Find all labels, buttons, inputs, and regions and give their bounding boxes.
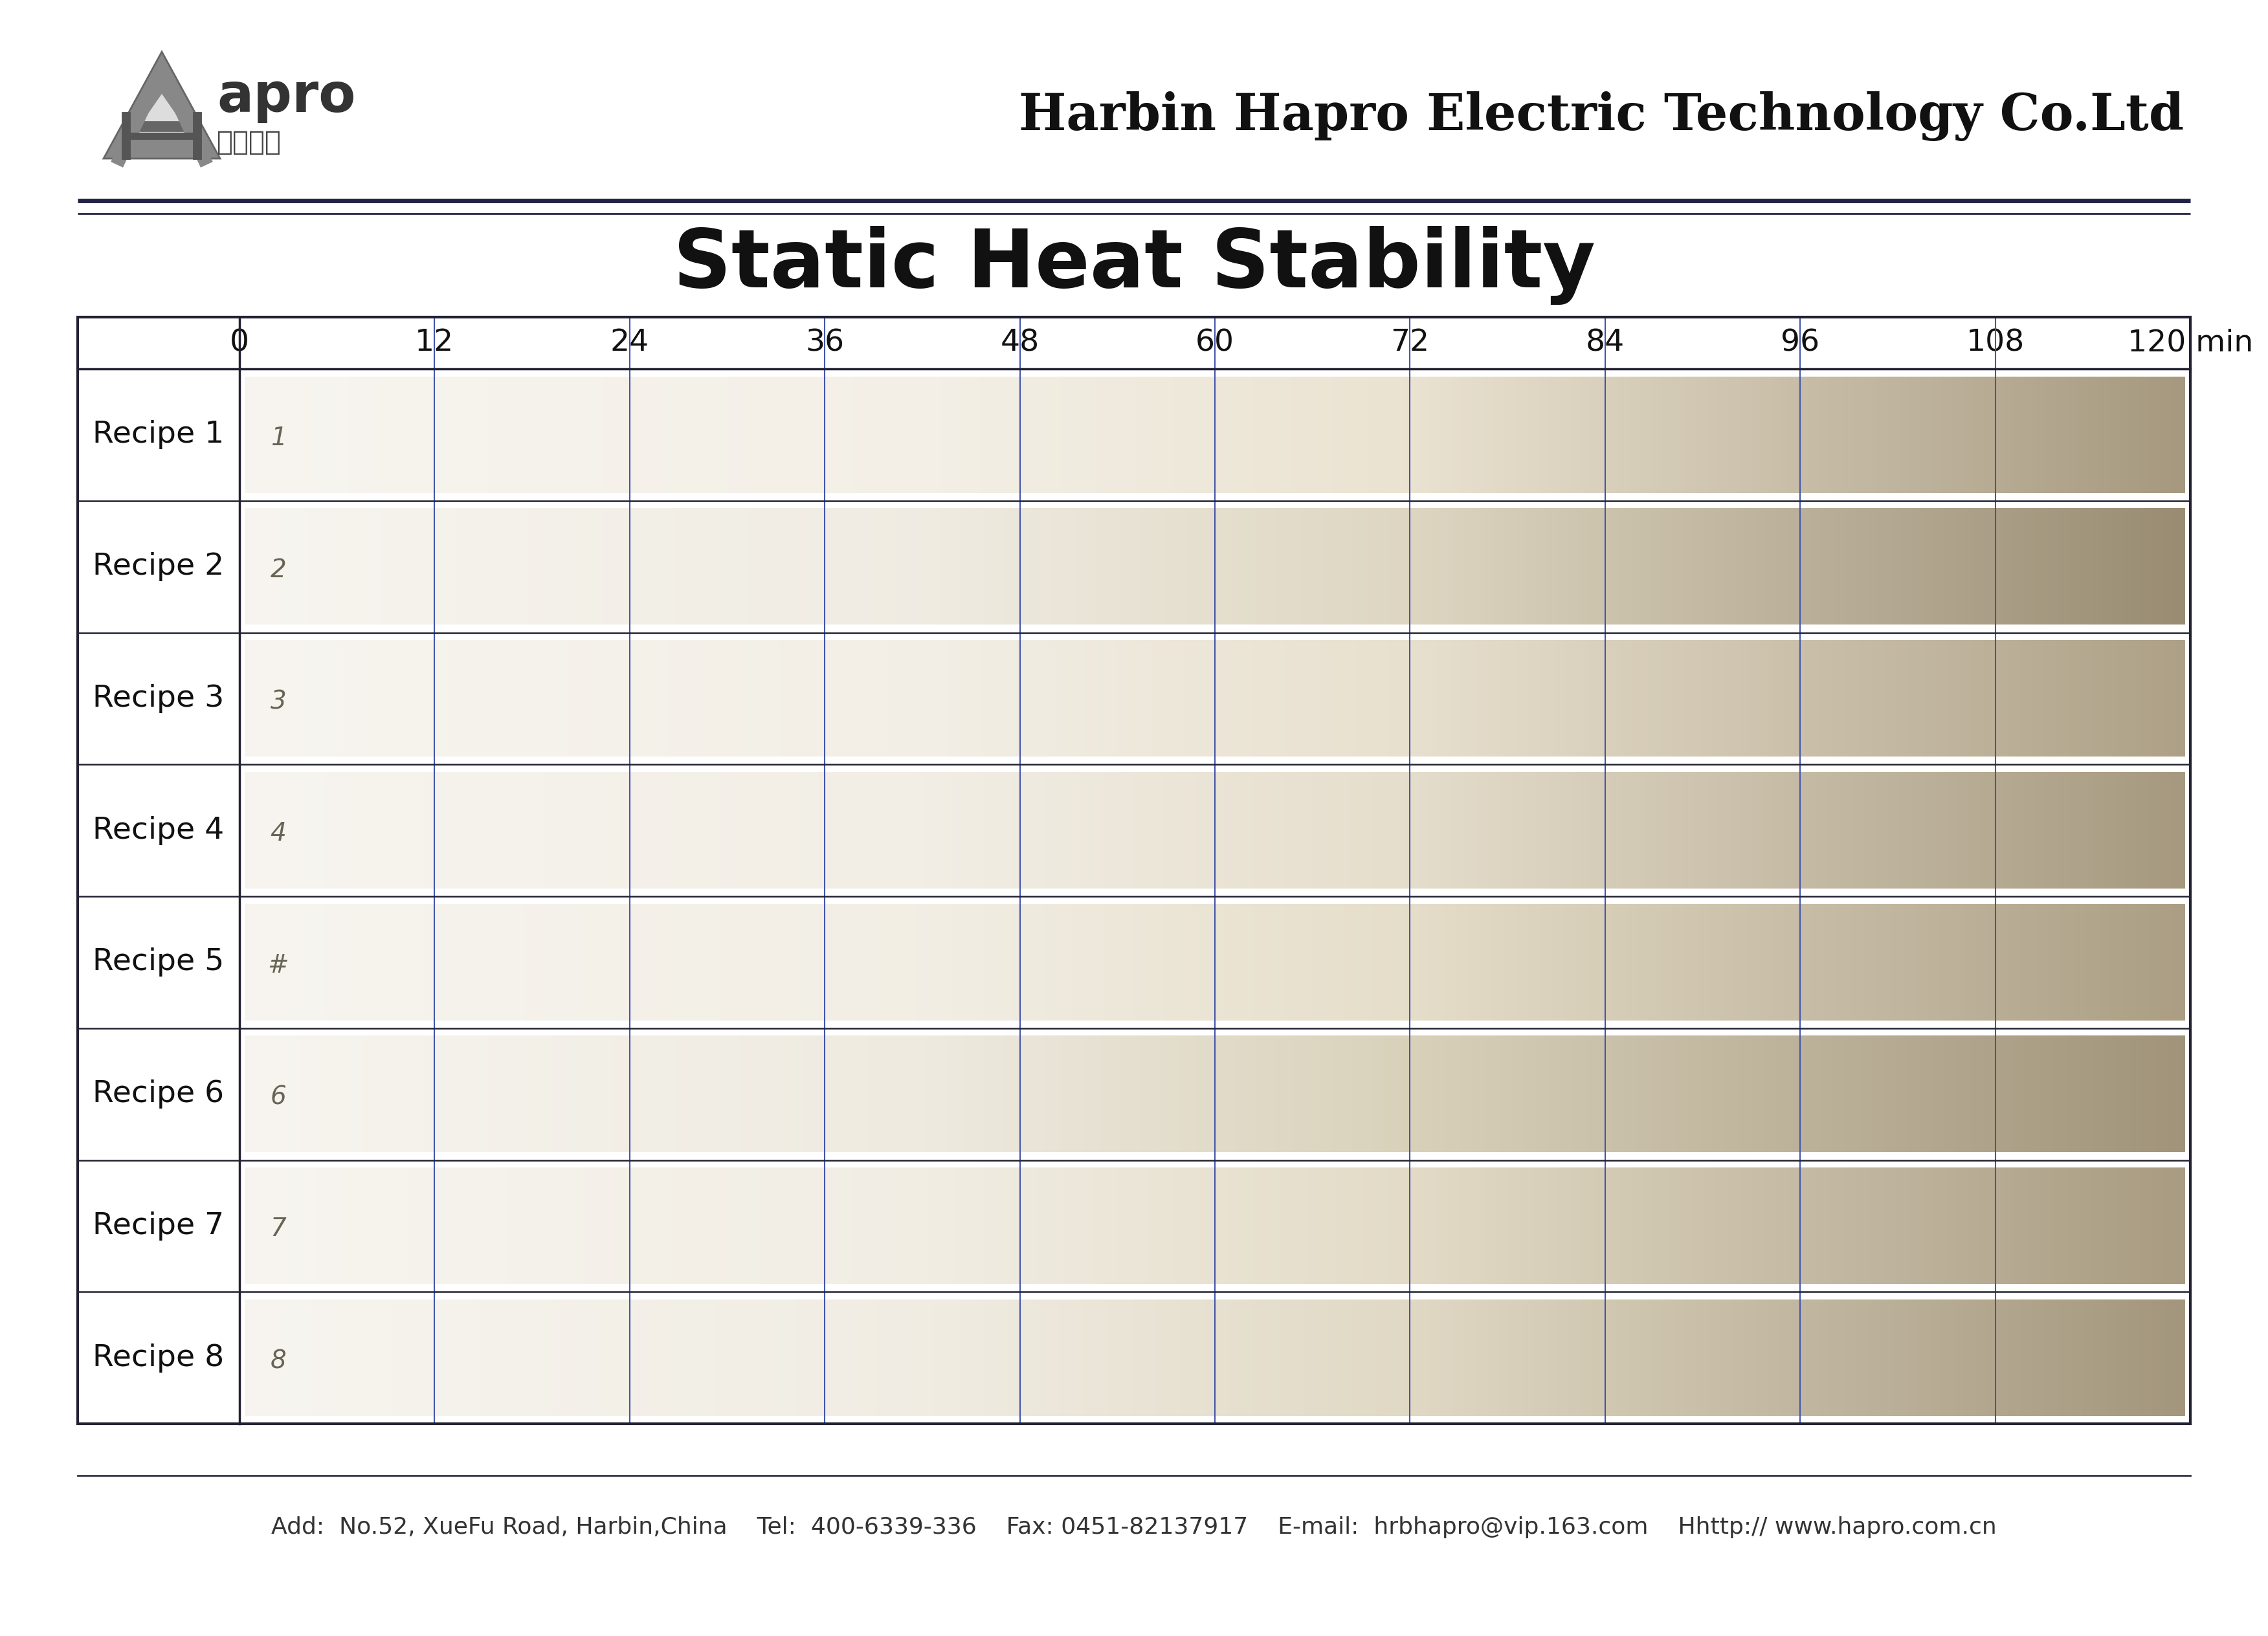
Text: 120 min: 120 min xyxy=(2127,329,2252,358)
Text: 7: 7 xyxy=(270,1217,286,1242)
Bar xyxy=(77,317,2191,1423)
Text: 108: 108 xyxy=(1966,329,2025,358)
Text: 1: 1 xyxy=(270,425,286,450)
Text: Recipe 1: Recipe 1 xyxy=(93,420,225,450)
Text: 48: 48 xyxy=(1000,329,1039,358)
Text: 哈普电气: 哈普电气 xyxy=(218,129,281,155)
Text: Recipe 5: Recipe 5 xyxy=(93,947,225,977)
Text: 24: 24 xyxy=(610,329,649,358)
Text: 12: 12 xyxy=(415,329,454,358)
Text: 36: 36 xyxy=(805,329,844,358)
Text: 60: 60 xyxy=(1195,329,1234,358)
Text: 8: 8 xyxy=(270,1348,286,1373)
Text: 3: 3 xyxy=(270,689,286,713)
Polygon shape xyxy=(104,52,220,159)
Text: Add:  No.52, XueFu Road, Harbin,China    Tel:  400-6339-336    Fax: 0451-8213791: Add: No.52, XueFu Road, Harbin,China Tel… xyxy=(272,1517,1996,1538)
Text: 84: 84 xyxy=(1585,329,1624,358)
Text: Recipe 4: Recipe 4 xyxy=(93,816,225,844)
Text: 2: 2 xyxy=(270,558,286,582)
Text: Recipe 2: Recipe 2 xyxy=(93,551,225,581)
Text: Harbin Hapro Electric Technology Co.Ltd: Harbin Hapro Electric Technology Co.Ltd xyxy=(1018,92,2184,141)
Text: 72: 72 xyxy=(1390,329,1429,358)
Text: Recipe 3: Recipe 3 xyxy=(93,684,225,713)
Text: Static Heat Stability: Static Heat Stability xyxy=(674,226,1594,304)
Text: apro: apro xyxy=(218,70,356,123)
Text: 96: 96 xyxy=(1780,329,1819,358)
Text: #: # xyxy=(268,954,288,978)
Text: 4: 4 xyxy=(270,821,286,846)
Text: Recipe 7: Recipe 7 xyxy=(93,1211,225,1240)
Text: 0: 0 xyxy=(229,329,249,358)
Text: Recipe 8: Recipe 8 xyxy=(93,1343,225,1373)
Text: 6: 6 xyxy=(270,1085,286,1109)
Text: Recipe 6: Recipe 6 xyxy=(93,1080,225,1109)
Polygon shape xyxy=(134,93,191,136)
